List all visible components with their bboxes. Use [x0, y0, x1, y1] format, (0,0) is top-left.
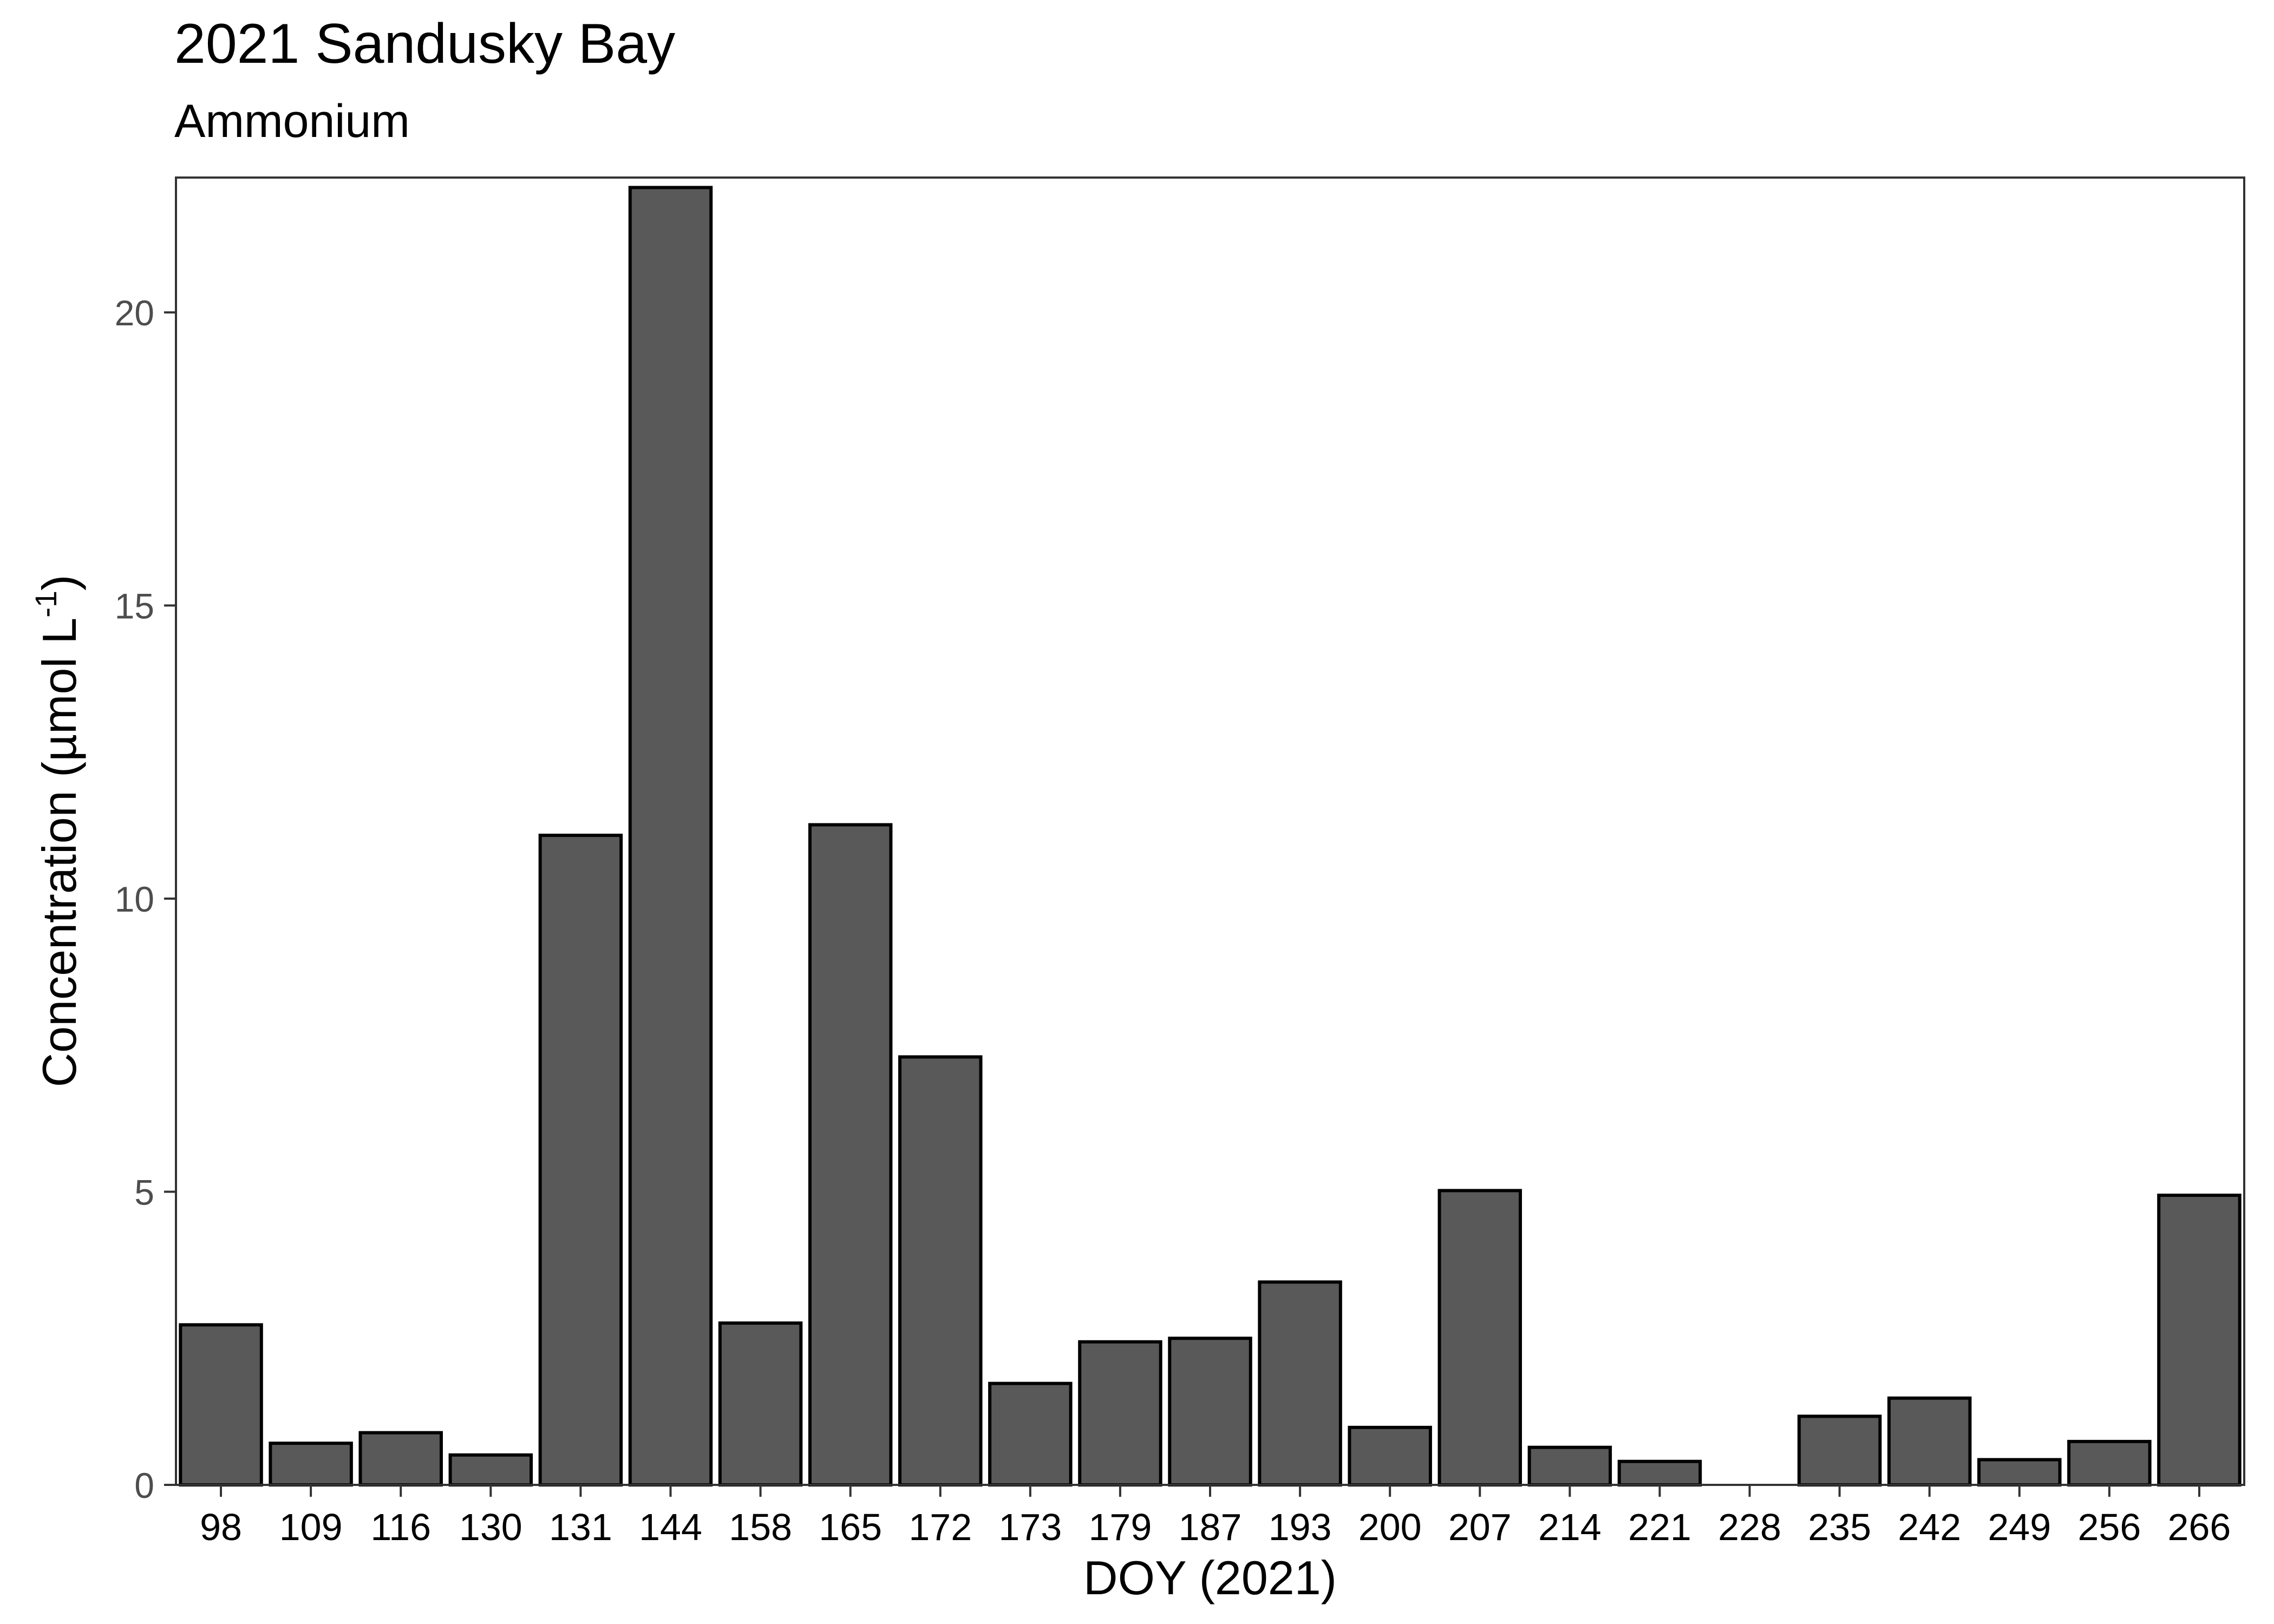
bar-214: [1527, 1445, 1612, 1487]
x-tick-label: 256: [2077, 1506, 2141, 1548]
bar-173: [988, 1381, 1073, 1487]
y-tick-label: 15: [115, 586, 154, 626]
x-tick-label: 187: [1179, 1506, 1242, 1548]
bar-187: [1168, 1337, 1252, 1487]
bar-158: [718, 1321, 803, 1487]
bar-109: [269, 1442, 353, 1487]
bar-266: [2157, 1194, 2242, 1487]
x-tick-label: 109: [279, 1506, 343, 1548]
y-tick-label: 5: [134, 1173, 154, 1213]
x-tick-label: 165: [819, 1506, 882, 1548]
y-tick-label: 0: [134, 1465, 154, 1505]
bars-group: [179, 186, 2242, 1487]
bar-179: [1078, 1340, 1162, 1487]
x-tick-label: 131: [549, 1506, 612, 1548]
x-tick-label: 200: [1358, 1506, 1422, 1548]
y-axis-label: Concentration (µmol L-1): [29, 575, 86, 1088]
x-tick-label: 221: [1628, 1506, 1691, 1548]
x-tick-label: 130: [459, 1506, 522, 1548]
y-axis-label-close: ): [32, 575, 86, 591]
x-tick-label: 98: [200, 1506, 242, 1548]
x-tick-label: 242: [1898, 1506, 1961, 1548]
x-tick-label: 193: [1269, 1506, 1332, 1548]
x-tick-label: 235: [1808, 1506, 1871, 1548]
x-tick-label: 179: [1089, 1506, 1152, 1548]
x-tick-label: 207: [1448, 1506, 1512, 1548]
y-tick-label: 10: [115, 879, 154, 919]
x-tick-label: 158: [729, 1506, 792, 1548]
y-axis-label-main: Concentration (µmol L: [32, 618, 86, 1088]
bar-235: [1797, 1415, 1882, 1487]
x-tick-label: 228: [1718, 1506, 1781, 1548]
y-axis-label-superscript: -1: [29, 591, 63, 618]
bar-193: [1258, 1280, 1342, 1487]
x-tick-label: 144: [639, 1506, 702, 1548]
bar-249: [1977, 1458, 2062, 1487]
x-tick-label: 172: [909, 1506, 972, 1548]
x-tick-label: 214: [1538, 1506, 1602, 1548]
chart-title: 2021 Sandusky Bay: [174, 12, 676, 75]
bar-207: [1437, 1189, 1522, 1487]
x-axis-label: DOY (2021): [1083, 1551, 1337, 1605]
x-tick-label: 266: [2168, 1506, 2231, 1548]
bar-131: [538, 834, 623, 1487]
panel-border: [175, 176, 2245, 1486]
bar-172: [898, 1055, 983, 1487]
x-tick-label: 173: [998, 1506, 1062, 1548]
y-tick-label: 20: [115, 293, 154, 333]
bar-200: [1348, 1425, 1432, 1487]
bar-130: [448, 1453, 533, 1487]
x-tick-label: 249: [1988, 1506, 2051, 1548]
bar-165: [808, 823, 893, 1487]
bar-98: [179, 1323, 263, 1487]
y-axis: 0 5 10 15 20: [115, 293, 176, 1505]
x-tick-label: 116: [370, 1506, 431, 1548]
bar-242: [1887, 1396, 1972, 1487]
bar-221: [1617, 1459, 1702, 1487]
x-axis: 98 109 116 130 131 144 158 165 172 173 179 187 193 20…: [200, 1485, 2231, 1548]
chart-subtitle: Ammonium: [174, 95, 410, 147]
bar-144: [628, 186, 713, 1487]
bar-256: [2067, 1439, 2152, 1487]
bar-116: [358, 1431, 443, 1487]
